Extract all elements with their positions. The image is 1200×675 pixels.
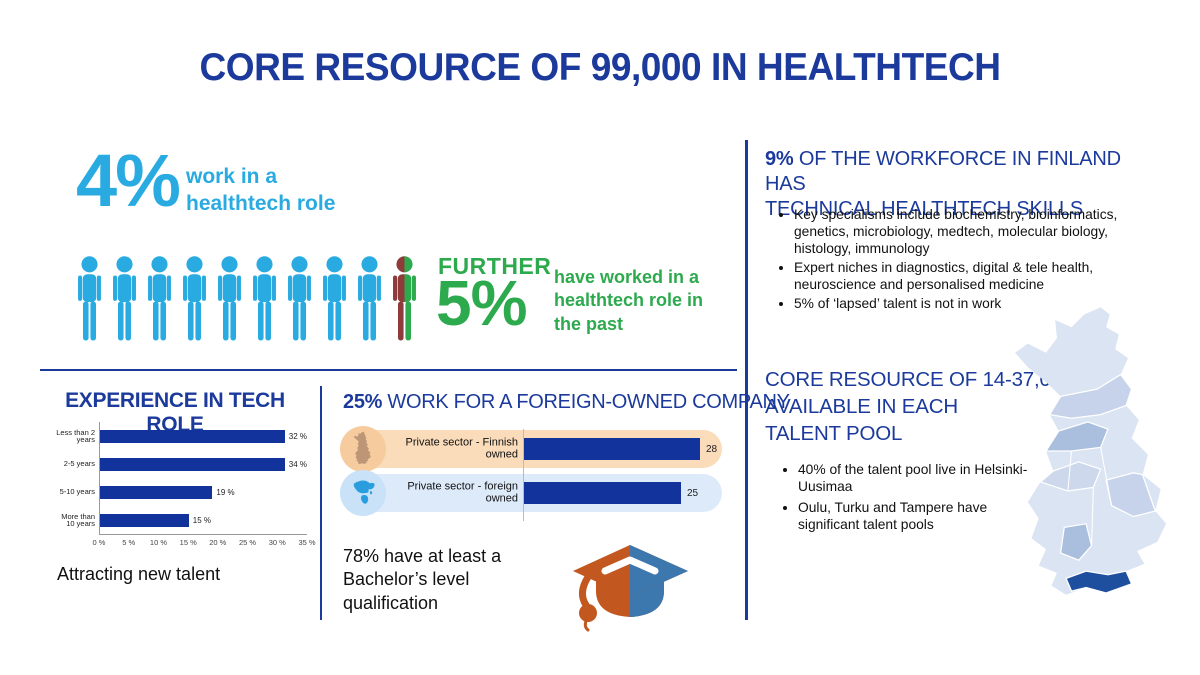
horizontal-divider xyxy=(40,369,737,371)
category-label: More than 10 years xyxy=(61,511,95,528)
person-icon-split xyxy=(389,252,420,346)
x-tick-label: 30 % xyxy=(268,538,286,547)
finland-silhouette-icon xyxy=(340,426,386,472)
x-tick-label: 0 % xyxy=(92,538,106,547)
person-icon xyxy=(109,252,140,346)
bachelor-note: 78% have at least a Bachelor’s level qua… xyxy=(343,546,502,613)
chart-row: 2-5 years 34 % xyxy=(55,450,307,478)
globe-icon xyxy=(340,470,386,516)
bullet-item: 5% of ‘lapsed’ talent is not in work xyxy=(794,295,1144,312)
workforce-bullets: Key specialisms include biochemistry, bi… xyxy=(772,206,1144,315)
chart-row: Less than 2 years 32 % xyxy=(55,422,307,450)
person-icon xyxy=(249,252,280,346)
bar-row-finnish-owned: Private sector - Finnish owned 28 xyxy=(340,426,722,472)
workforce-heading: 9% OF THE WORKFORCE IN FINLAND HAS TECHN… xyxy=(765,148,1121,220)
chart-row: More than 10 years 15 % xyxy=(55,506,307,534)
page-title: CORE RESOURCE OF 99,000 IN HEALTHTECH xyxy=(199,46,1001,89)
bar xyxy=(100,429,285,443)
bar-value: 34 % xyxy=(288,459,307,469)
experience-bar-chart: Less than 2 years 32 % 2-5 years 34 % 5-… xyxy=(55,422,316,548)
x-tick-label: 35 % xyxy=(298,538,316,547)
bar-label: Private sector - Finnish owned xyxy=(405,436,518,460)
bar-value: 15 % xyxy=(192,515,212,525)
person-icon xyxy=(319,252,350,346)
bar-value: 19 % xyxy=(216,487,235,497)
bar xyxy=(523,438,700,460)
bar-label: Private sector - foreign owned xyxy=(407,480,518,504)
person-icon xyxy=(284,252,315,346)
pill-chart-axis-line xyxy=(523,429,524,521)
category-label: Less than 2 years xyxy=(56,427,95,444)
x-tick-label: 5 % xyxy=(122,538,136,547)
vertical-divider-right xyxy=(745,140,748,620)
stat-current-value: 4% xyxy=(76,139,181,222)
bar-track: 28 xyxy=(523,438,717,460)
stat-past-caption: have worked in a healthtech role in the … xyxy=(554,267,704,334)
experience-x-axis: 0 % 5 % 10 % 15 % 20 % 25 % 30 % 35 % xyxy=(93,534,316,548)
bar-row-foreign-owned: Private sector - foreign owned 25 xyxy=(340,470,722,516)
map-region-helsinki-uusimaa xyxy=(1065,570,1133,594)
bar-value: 25 xyxy=(687,487,699,499)
attracting-new-talent-label: Attracting new talent xyxy=(57,564,221,584)
x-tick-label: 10 % xyxy=(149,538,168,547)
bar xyxy=(100,513,189,527)
map-region-oulu xyxy=(1044,421,1109,452)
person-icon xyxy=(179,252,210,346)
chart-row: 5-10 years 19 % xyxy=(55,478,307,506)
category-label: 5-10 years xyxy=(59,487,95,497)
bar xyxy=(100,457,285,471)
x-tick-label: 25 % xyxy=(238,538,257,547)
people-pictogram xyxy=(74,252,420,346)
category-label: 2-5 years xyxy=(63,459,95,469)
stat-current-caption: work in a healthtech role xyxy=(186,165,336,216)
bullet-item: Expert niches in diagnostics, digital & … xyxy=(794,259,1144,293)
bar-value: 28 xyxy=(706,443,718,455)
bullet-item: 40% of the talent pool live in Helsinki-… xyxy=(798,461,1031,495)
bar xyxy=(523,482,681,504)
bar-value: 32 % xyxy=(288,431,307,441)
map-region-lapland-south xyxy=(1048,373,1133,419)
person-icon xyxy=(214,252,245,346)
person-icon xyxy=(74,252,105,346)
bar-track: 25 xyxy=(523,482,698,504)
x-tick-label: 20 % xyxy=(209,538,227,547)
foreign-owned-heading: 25% WORK FOR A FOREIGN-OWNED COMPANY xyxy=(343,391,790,413)
bullet-item: Key specialisms include biochemistry, bi… xyxy=(794,206,1144,257)
talent-pool-heading: CORE RESOURCE OF 14-37,000 AVAILABLE IN … xyxy=(765,368,1074,446)
finland-map xyxy=(1006,300,1188,627)
bullet-item: Oulu, Turku and Tampere have significant… xyxy=(798,499,1031,533)
talent-pool-bullets: 40% of the talent pool live in Helsinki-… xyxy=(776,461,1031,537)
stat-past-prefix: FURTHER xyxy=(438,253,552,279)
map-region-east xyxy=(1105,472,1157,518)
graduation-cap-icon xyxy=(558,533,698,640)
person-icon xyxy=(144,252,175,346)
experience-bars: Less than 2 years 32 % 2-5 years 34 % 5-… xyxy=(55,422,307,534)
bar xyxy=(100,485,213,499)
vertical-divider-left xyxy=(320,386,322,620)
stat-past-value: 5% xyxy=(436,267,527,339)
person-icon xyxy=(354,252,385,346)
x-tick-label: 15 % xyxy=(179,538,197,547)
map-region-tampere xyxy=(1059,523,1093,561)
